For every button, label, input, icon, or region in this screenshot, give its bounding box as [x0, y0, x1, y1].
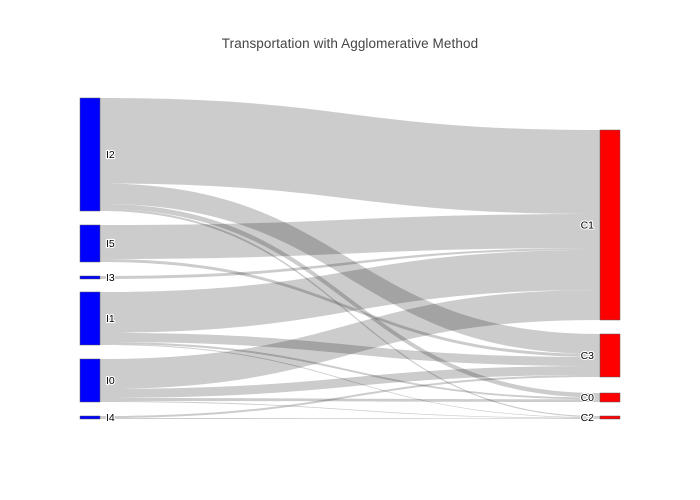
sankey-link-I1-C0: [100, 341, 600, 400]
sankey-node-I0[interactable]: [79, 358, 101, 403]
sankey-link-I2-C1: [100, 98, 600, 214]
sankey-link-I0-C0: [100, 398, 600, 402]
sankey-link-I5-C1: [100, 214, 600, 259]
sankey-node-label-I4: I4: [106, 412, 115, 424]
sankey-node-label-I3: I3: [106, 272, 115, 284]
chart-title: Transportation with Agglomerative Method: [221, 36, 479, 51]
sankey-link-I1-C3: [100, 332, 600, 366]
sankey-link-I0-C2: [100, 401, 600, 419]
sankey-node-label-I1: I1: [106, 313, 115, 325]
sankey-node-I5[interactable]: [79, 224, 101, 263]
sankey-node-label-C1: C1: [581, 220, 595, 232]
sankey-link-I4-C3: [100, 375, 600, 418]
sankey-node-label-C0: C0: [581, 392, 595, 404]
sankey-link-I1-C2: [100, 343, 600, 418]
sankey-node-C2[interactable]: [599, 415, 621, 420]
sankey-link-I0-C3: [100, 366, 600, 398]
sankey-link-I2-C3: [100, 183, 600, 354]
sankey-node-C1[interactable]: [599, 129, 621, 321]
sankey-link-I4-C2: [100, 418, 600, 419]
sankey-node-I4[interactable]: [79, 415, 101, 420]
sankey-node-label-I2: I2: [106, 149, 115, 161]
sankey-node-label-I0: I0: [106, 375, 115, 387]
sankey-node-label-I5: I5: [106, 238, 115, 250]
sankey-node-I1[interactable]: [79, 291, 101, 346]
sankey-node-C0[interactable]: [599, 392, 621, 403]
sankey-link-I2-C2: [100, 208, 600, 418]
sankey-link-I3-C1: [100, 248, 600, 279]
sankey-link-I0-C1: [100, 290, 600, 389]
sankey-link-I2-C0: [100, 203, 600, 398]
sankey-node-label-C2: C2: [581, 412, 595, 424]
sankey-node-I3[interactable]: [79, 275, 101, 280]
sankey-link-I1-C1: [100, 250, 600, 333]
sankey-link-I5-C3: [100, 259, 600, 357]
sankey-node-label-C3: C3: [581, 350, 595, 362]
sankey-node-I2[interactable]: [79, 97, 101, 212]
sankey-node-C3[interactable]: [599, 333, 621, 378]
